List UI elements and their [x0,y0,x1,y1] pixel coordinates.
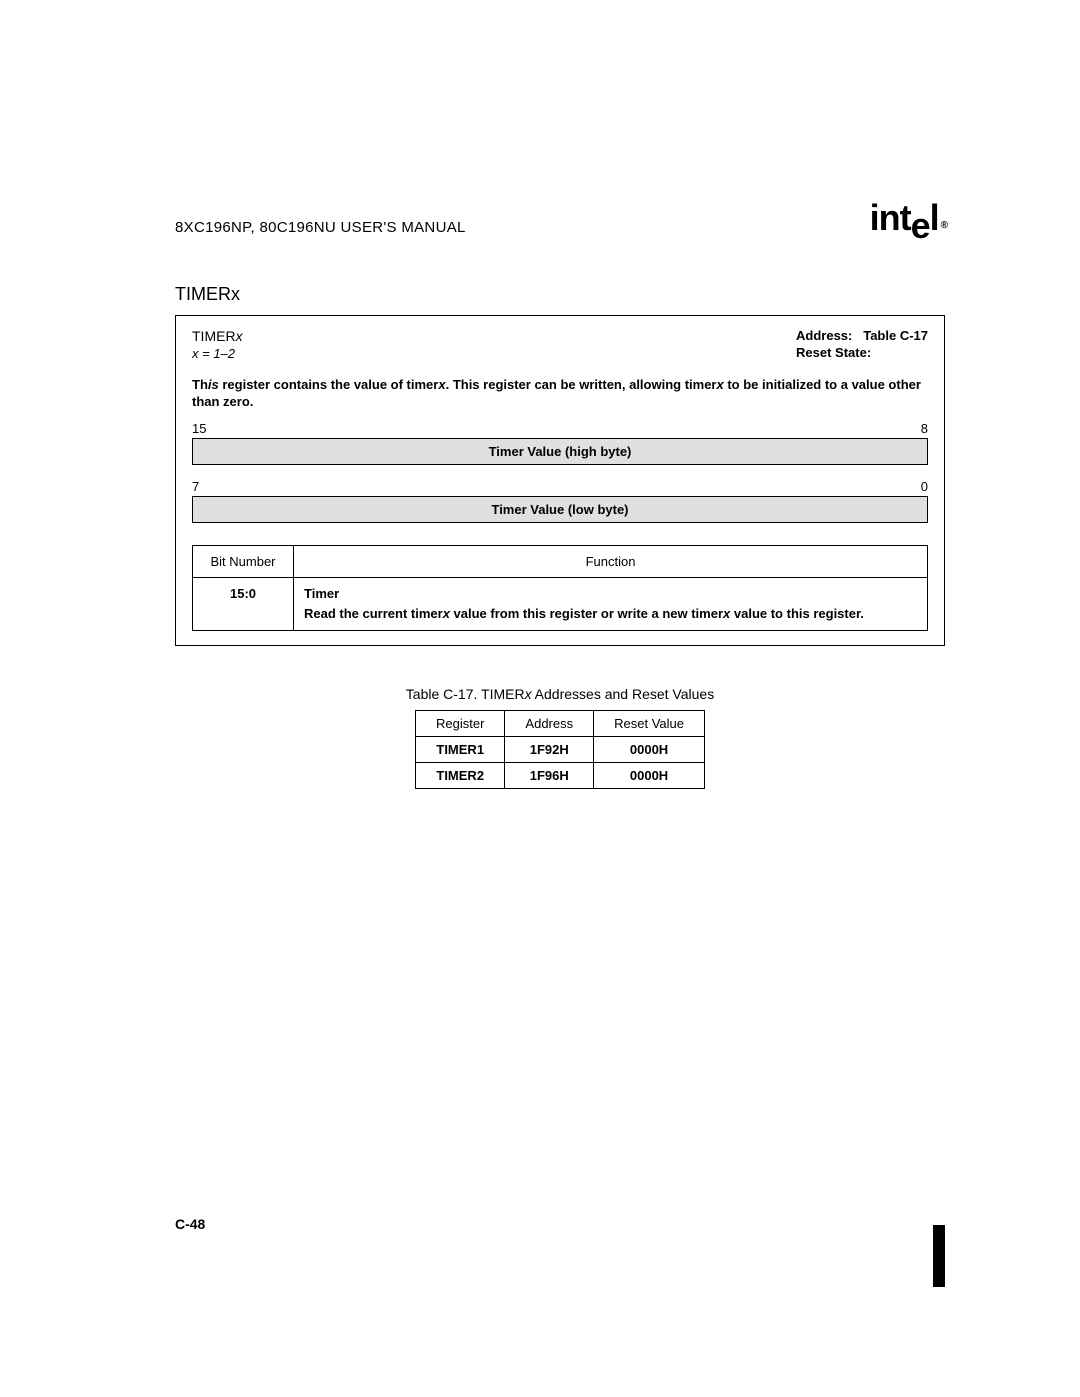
low-byte-right-bit: 0 [921,479,928,494]
high-byte-right-bit: 8 [921,421,928,436]
logo-reg: ® [941,220,947,231]
register-name-prefix: TIMER [192,328,236,344]
addr-cell: TIMER2 [416,763,505,789]
high-byte-left-bit: 15 [192,421,206,436]
register-description: This register contains the value of time… [192,376,928,411]
table-row: TIMER2 1F96H 0000H [416,763,705,789]
bit-fn-post: value to this register. [730,606,864,621]
address-reset-table: Register Address Reset Value TIMER1 1F92… [415,710,705,789]
bit-fn-mid: value from this register or write a new … [450,606,723,621]
x-range: x = 1–2 [192,346,243,361]
intel-logo: intel® [870,200,945,236]
bit-function-table: Bit Number Function 15:0 Timer Read the … [192,545,928,632]
high-byte-label: Timer Value (high byte) [192,438,928,465]
register-meta-block: Address: Table C-17 Reset State: [796,328,928,362]
addr-col-reset: Reset Value [594,711,705,737]
addr-cell: 0000H [594,737,705,763]
bit-function-cell: Timer Read the current timerx value from… [294,577,928,631]
section-title: TIMERx [175,284,945,305]
desc-italic1: is [208,377,219,392]
bit-fn-x1: x [443,606,450,621]
addr-cell: 0000H [594,763,705,789]
caption-post: Addresses and Reset Values [532,686,715,702]
bit-fn-pre: Read the current timer [304,606,443,621]
bit-function-name: Timer [304,586,917,601]
logo-pre: int [870,197,911,238]
table-c17-caption: Table C-17. TIMERx Addresses and Reset V… [175,686,945,702]
caption-pre: Table C-17. TIMER [406,686,525,702]
table-row: 15:0 Timer Read the current timerx value… [193,577,928,631]
desc-x1: x [438,377,445,392]
addr-cell: TIMER1 [416,737,505,763]
desc-mid2: . This register can be written, allowing… [446,377,717,392]
register-name-block: TIMERx x = 1–2 [192,328,243,362]
table-row: TIMER1 1F92H 0000H [416,737,705,763]
low-byte-left-bit: 7 [192,479,199,494]
manual-title: 8XC196NP, 80C196NU USER'S MANUAL [175,219,466,236]
register-name-suffix: x [236,328,243,344]
bit-range-cell: 15:0 [193,577,294,631]
page-number: C-48 [175,1216,205,1232]
addr-col-register: Register [416,711,505,737]
bit-table-head-bitnum: Bit Number [193,545,294,577]
address-value: Table C-17 [863,328,928,343]
desc-pre: Th [192,377,208,392]
addr-col-address: Address [505,711,594,737]
register-box: TIMERx x = 1–2 Address: Table C-17 Reset… [175,315,945,646]
desc-x2: x [717,377,724,392]
bit-table-head-function: Function [294,545,928,577]
address-label: Address: [796,328,852,343]
addr-cell: 1F92H [505,737,594,763]
low-byte-label: Timer Value (low byte) [192,496,928,523]
corner-mark [933,1225,945,1287]
reset-state-label: Reset State: [796,345,871,360]
addr-cell: 1F96H [505,763,594,789]
desc-mid1: register contains the value of timer [219,377,439,392]
caption-x: x [525,686,532,702]
logo-drop-e: e [911,205,930,246]
logo-post: l [930,197,939,238]
